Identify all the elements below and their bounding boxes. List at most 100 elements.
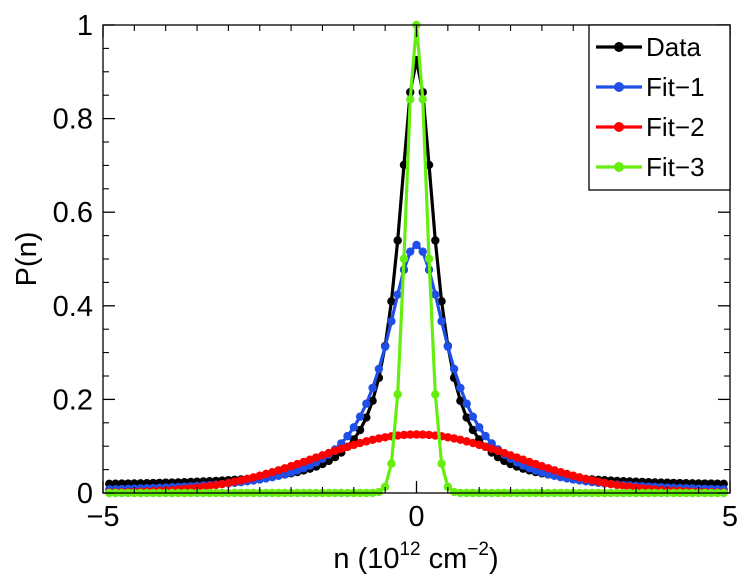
series-3-point <box>380 433 390 442</box>
series-4-point <box>424 254 434 263</box>
series-3-point <box>230 477 239 486</box>
series-1-point <box>468 425 478 435</box>
series-2-point <box>393 290 402 299</box>
legend: Data Fit−1 Fit−2 Fit−3 <box>588 24 731 191</box>
legend-entry-2-label: Fit−1 <box>646 72 705 102</box>
ticks-layer: −5 0 500.20.40.60.81 <box>53 10 738 533</box>
legend-entry-4-marker <box>614 162 624 172</box>
series-2-point <box>387 317 396 326</box>
series-1-point <box>362 413 371 422</box>
series-1-point <box>456 396 465 405</box>
y-tick-label: 0.6 <box>53 197 93 229</box>
series-layer <box>105 20 728 498</box>
series-4-point <box>443 482 453 492</box>
series-2-point <box>437 317 446 326</box>
series-2-point <box>481 431 490 441</box>
y-tick-label: 0.8 <box>53 104 93 136</box>
series-3-point <box>236 476 246 485</box>
series-4-point <box>399 254 409 263</box>
legend-entries: Data Fit−1 Fit−2 Fit−3 <box>596 32 705 182</box>
series-3-point <box>456 435 465 445</box>
series-3-point <box>368 435 377 445</box>
series-2 <box>105 240 728 494</box>
x-tick-label: 0 <box>408 501 424 533</box>
series-2-point <box>475 423 484 432</box>
series-3-point <box>581 474 590 484</box>
legend-entry-2-marker <box>614 82 624 92</box>
series-2-point <box>456 383 465 393</box>
series-3-point <box>374 434 384 443</box>
series-1-point <box>493 453 503 462</box>
series-3-point <box>406 430 415 439</box>
series-3-point <box>619 481 628 491</box>
y-axis-label: P(n) <box>11 232 43 287</box>
series-1-point <box>387 297 396 306</box>
x-axis-label: n (1012 cm−2) <box>333 539 498 575</box>
y-tick-label: 0.4 <box>53 291 93 323</box>
series-3-point <box>424 430 434 440</box>
series-3-point <box>399 430 409 440</box>
series-3-point <box>600 478 609 488</box>
series-3-point <box>243 474 252 484</box>
series-1-point <box>330 453 340 462</box>
series-4-point <box>437 459 446 468</box>
series-2-point <box>412 240 421 250</box>
series-4-point <box>418 95 427 104</box>
y-tick-label: 0.2 <box>53 384 93 416</box>
series-3-point <box>449 434 459 443</box>
series-2-point <box>518 461 528 470</box>
series-2-point <box>343 431 352 441</box>
series-2-point <box>355 412 365 421</box>
series-4-point <box>393 390 402 399</box>
series-2-point <box>543 470 553 479</box>
series-2-point <box>468 412 478 421</box>
series-2-point <box>368 383 377 393</box>
series-2-point <box>305 461 315 470</box>
y-tick-label: 0 <box>77 478 93 510</box>
series-4-point <box>387 459 396 468</box>
series-3-point <box>362 437 371 446</box>
series-1-point <box>393 236 402 245</box>
series-3-point <box>606 479 616 489</box>
series-3-point <box>205 481 214 491</box>
legend-entry-1-label: Data <box>646 32 701 62</box>
series-3-point <box>217 479 227 489</box>
legend-entry-3-label: Fit−2 <box>646 112 705 142</box>
series-4-point <box>431 390 440 399</box>
series-4-point <box>374 487 384 497</box>
series-4-point <box>449 487 459 497</box>
x-tick-label: −5 <box>86 501 119 533</box>
series-4-point <box>406 95 415 104</box>
legend-entry-4-label: Fit−3 <box>646 152 705 182</box>
series-3-point <box>612 480 622 490</box>
series-2-point <box>374 364 384 374</box>
y-tick-label: 1 <box>77 10 93 42</box>
series-3-point <box>211 480 221 490</box>
x-tick-label: 5 <box>722 501 738 533</box>
series-3-point <box>412 430 421 439</box>
series-2-point <box>349 423 358 432</box>
series-3-point <box>575 473 584 482</box>
series-1-point <box>431 236 440 245</box>
series-2-point <box>431 290 440 299</box>
series-2-point <box>443 342 453 351</box>
legend-entry-3-marker <box>614 122 624 132</box>
series-1-point <box>368 396 377 405</box>
series-3-point <box>587 476 597 485</box>
series-2-line <box>109 243 724 491</box>
series-3-point <box>594 477 603 486</box>
series-2-point <box>449 364 459 374</box>
legend-entry-1-marker <box>614 42 624 52</box>
series-1-point <box>437 297 446 306</box>
series-3-point <box>199 482 208 492</box>
series-2-point <box>418 247 427 256</box>
series-2-point <box>462 399 471 408</box>
series-4-point <box>380 482 390 492</box>
series-2-point <box>406 247 415 256</box>
series-2-point <box>299 464 308 473</box>
legend-box <box>588 24 731 191</box>
series-1-point <box>355 425 365 435</box>
series-3-point <box>625 482 634 492</box>
